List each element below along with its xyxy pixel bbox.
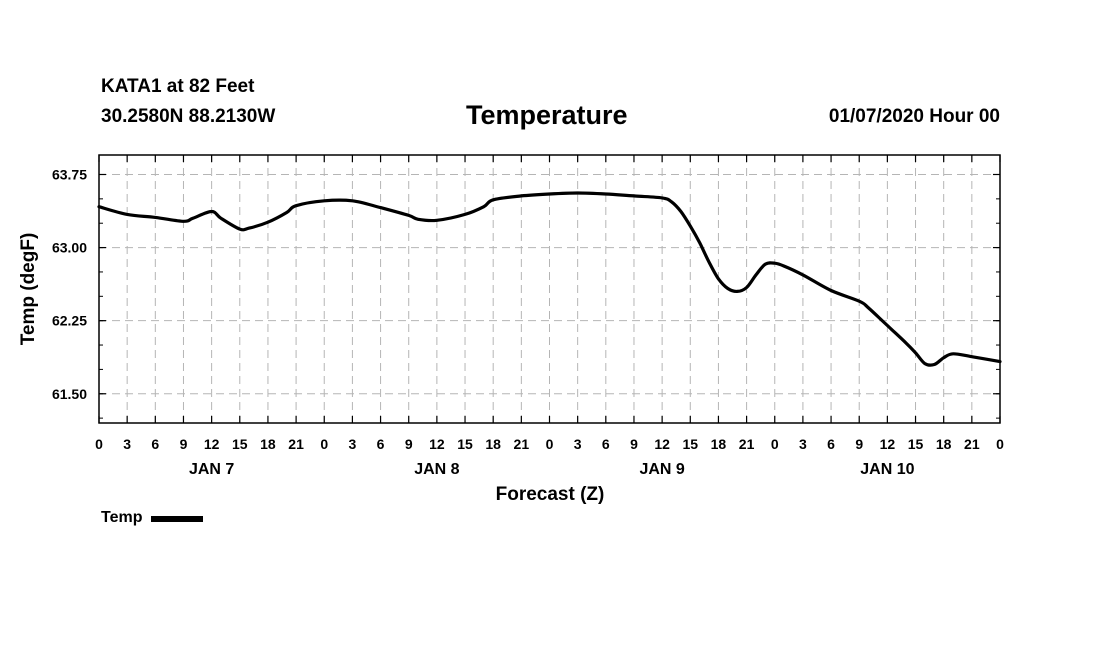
series-layer xyxy=(97,191,1002,367)
x-tick-label: 9 xyxy=(630,436,638,452)
grid xyxy=(99,155,1000,423)
x-tick-label: 6 xyxy=(377,436,385,452)
day-label: JAN 8 xyxy=(414,461,459,478)
x-tick-label: 3 xyxy=(349,436,357,452)
chart-title: Temperature xyxy=(466,100,628,130)
x-tick-label: 18 xyxy=(936,436,952,452)
x-tick-label: 15 xyxy=(457,436,473,452)
legend: Temp xyxy=(101,509,204,527)
y-tick-label: 62.25 xyxy=(52,313,87,329)
x-tick-label: 6 xyxy=(602,436,610,452)
x-tick-label: 0 xyxy=(546,436,554,452)
x-axis-title: Forecast (Z) xyxy=(496,484,605,505)
y-tick-label: 63.00 xyxy=(52,240,87,256)
x-tick-label: 6 xyxy=(827,436,835,452)
x-tick-label: 0 xyxy=(95,436,103,452)
y-axis-title: Temp (degF) xyxy=(18,233,39,346)
x-tick-label: 12 xyxy=(204,436,220,452)
forecast-date: 01/07/2020 Hour 00 xyxy=(828,106,1000,127)
day-label: JAN 10 xyxy=(860,461,914,478)
x-tick-label: 12 xyxy=(880,436,896,452)
day-label: JAN 9 xyxy=(639,461,684,478)
legend-label: Temp xyxy=(101,509,143,526)
x-tick-label: 21 xyxy=(514,436,530,452)
x-tick-label: 18 xyxy=(711,436,727,452)
station-label: KATA1 at 82 Feet xyxy=(101,76,255,97)
x-tick-label: 21 xyxy=(739,436,755,452)
axis-labels: 0 3 6 9 12 15 18 21 0 3 6 9 12 15 18 21 0 3 6 9 12 15 18 21 0 3 6 9… xyxy=(52,166,1004,478)
x-tick-label: 21 xyxy=(288,436,304,452)
x-tick-label: 18 xyxy=(260,436,276,452)
x-tick-label: 0 xyxy=(996,436,1004,452)
x-tick-label: 15 xyxy=(232,436,248,452)
x-tick-label: 3 xyxy=(574,436,582,452)
x-tick-label: 9 xyxy=(855,436,863,452)
legend-line-swatch xyxy=(151,516,204,522)
day-label: JAN 7 xyxy=(189,461,234,478)
x-tick-label: 18 xyxy=(485,436,501,452)
series-line-temp xyxy=(97,191,1002,367)
x-tick-label: 3 xyxy=(799,436,807,452)
x-tick-label: 6 xyxy=(151,436,159,452)
y-tick-label: 63.75 xyxy=(52,166,87,182)
x-tick-label: 15 xyxy=(682,436,698,452)
x-tick-label: 12 xyxy=(429,436,445,452)
station-coordinates: 30.2580N 88.2130W xyxy=(101,106,276,127)
x-tick-label: 0 xyxy=(771,436,779,452)
x-tick-label: 3 xyxy=(123,436,131,452)
x-tick-label: 9 xyxy=(405,436,413,452)
plot-frame xyxy=(98,154,1001,424)
x-tick-label: 21 xyxy=(964,436,980,452)
x-tick-label: 12 xyxy=(654,436,670,452)
x-tick-label: 15 xyxy=(908,436,924,452)
x-tick-label: 9 xyxy=(180,436,188,452)
x-tick-label: 0 xyxy=(320,436,328,452)
y-tick-label: 61.50 xyxy=(52,386,87,402)
